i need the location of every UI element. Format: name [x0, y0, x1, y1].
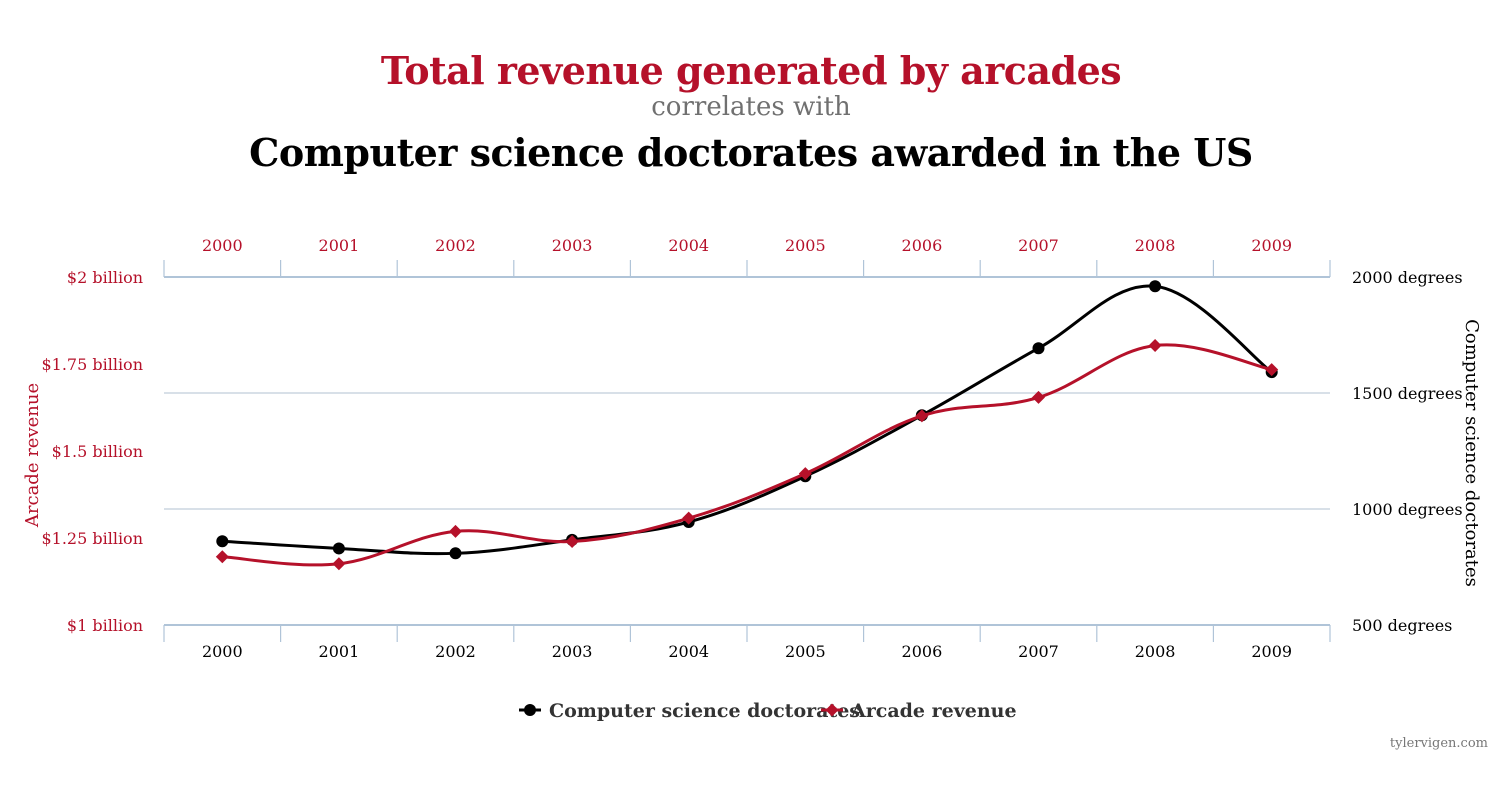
top-x-tick-label: 2002: [435, 236, 476, 255]
doctorates-data-point: [216, 535, 229, 548]
doctorates-data-point: [449, 547, 462, 560]
top-x-tick-label: 2004: [668, 236, 709, 255]
top-x-tick-label: 2007: [1018, 236, 1059, 255]
top-x-tick-label: 2003: [552, 236, 593, 255]
left-y-tick-label: $2 billion: [67, 268, 143, 287]
arcade-series-line: [222, 343, 1273, 567]
arcade-data-point: [1265, 363, 1279, 377]
bottom-x-tick-label: 2005: [785, 642, 826, 661]
doctorates-data-point: [1032, 342, 1045, 355]
bottom-x-tick-label: 2009: [1251, 642, 1292, 661]
doctorates-series-line: [222, 284, 1273, 556]
bottom-x-tick-label: 2008: [1135, 642, 1176, 661]
left-axis-title: Arcade revenue: [22, 383, 43, 528]
arcade-data-point: [332, 557, 346, 571]
bottom-x-tick-label: 2001: [319, 642, 360, 661]
doctorates-data-point: [1149, 280, 1162, 293]
arcade-data-point: [1148, 339, 1162, 353]
left-y-tick-label: $1 billion: [67, 616, 143, 635]
right-y-tick-label: 1000 degrees: [1352, 500, 1463, 519]
arcade-data-point: [798, 467, 812, 481]
bottom-x-tick-label: 2002: [435, 642, 476, 661]
bottom-x-tick-label: 2003: [552, 642, 593, 661]
bottom-x-tick-label: 2004: [668, 642, 709, 661]
arcade-data-point: [215, 550, 229, 564]
top-x-tick-label: 2009: [1251, 236, 1292, 255]
left-y-tick-label: $1.75 billion: [41, 355, 143, 374]
doctorates-data-point: [332, 542, 345, 555]
bottom-x-tick-label: 2007: [1018, 642, 1059, 661]
legend-label: Arcade revenue: [850, 700, 1017, 722]
legend-circle-marker: [524, 704, 536, 716]
chart-title-block: Total revenue generated by arcades corre…: [0, 46, 1502, 178]
arcade-data-point: [1032, 390, 1045, 404]
arcade-data-point: [915, 409, 929, 423]
chart-subtitle: Computer science doctorates awarded in t…: [249, 130, 1253, 175]
bottom-x-tick-label: 2006: [902, 642, 943, 661]
top-x-tick-label: 2001: [319, 236, 360, 255]
right-y-tick-label: 2000 degrees: [1352, 268, 1463, 287]
axis-layer: 2000 2001 2002 2003 2004 2005 2006 2007 2008 2009…: [22, 236, 1482, 661]
legend-item-arcade[interactable]: Arcade revenue: [821, 700, 1017, 722]
top-x-tick-label: 2000: [202, 236, 243, 255]
grid-layer: [164, 276, 1330, 626]
legend-item-doctorates[interactable]: Computer science doctorates: [519, 700, 860, 722]
left-y-tick-label: $1.25 billion: [41, 529, 143, 548]
credit-text: tylervigen.com: [1389, 736, 1488, 751]
bottom-x-tick-label: 2000: [202, 642, 243, 661]
chart-title-connector: correlates with: [651, 92, 851, 122]
right-y-tick-label: 1500 degrees: [1352, 384, 1463, 403]
legend-diamond-marker: [825, 703, 839, 717]
chart-title: Total revenue generated by arcades: [380, 48, 1122, 93]
right-y-tick-label: 500 degrees: [1352, 616, 1452, 635]
series-layer: [215, 280, 1279, 571]
left-y-tick-label: $1.5 billion: [52, 442, 143, 461]
top-x-tick-label: 2005: [785, 236, 826, 255]
top-x-tick-label: 2006: [902, 236, 943, 255]
arcade-data-point: [565, 534, 579, 548]
top-x-tick-label: 2008: [1135, 236, 1176, 255]
arcade-data-point: [449, 524, 462, 538]
arcade-data-point: [682, 511, 696, 525]
legend-label: Computer science doctorates: [549, 700, 860, 722]
right-axis-title: Computer science doctorates: [1461, 319, 1482, 587]
